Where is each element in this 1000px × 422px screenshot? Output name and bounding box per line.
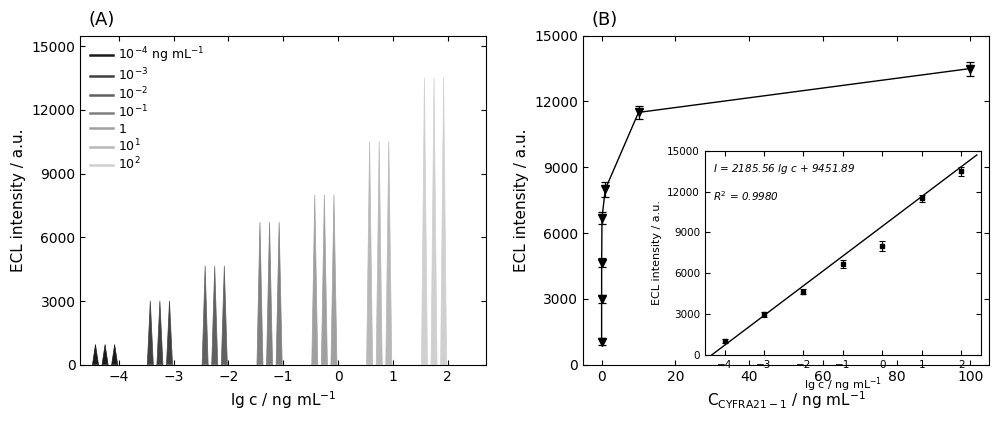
Polygon shape (386, 142, 392, 365)
Polygon shape (157, 301, 163, 365)
Text: (B): (B) (591, 11, 618, 29)
Polygon shape (202, 266, 208, 365)
Polygon shape (257, 222, 263, 365)
Polygon shape (92, 345, 98, 365)
Legend: $10^{-4}$ ng mL$^{-1}$, $10^{-3}$, $10^{-2}$, $10^{-1}$, $1$, $10^{1}$, $10^{2}$: $10^{-4}$ ng mL$^{-1}$, $10^{-3}$, $10^{… (87, 42, 208, 176)
Polygon shape (147, 301, 153, 365)
Y-axis label: ECL intensity / a.u.: ECL intensity / a.u. (514, 128, 529, 272)
Polygon shape (331, 195, 337, 365)
Polygon shape (267, 222, 273, 365)
Polygon shape (431, 78, 437, 365)
Polygon shape (421, 78, 427, 365)
Polygon shape (166, 301, 173, 365)
Polygon shape (441, 78, 447, 365)
Polygon shape (221, 266, 227, 365)
Polygon shape (376, 142, 382, 365)
Polygon shape (212, 266, 218, 365)
Polygon shape (112, 345, 118, 365)
X-axis label: C$_{\mathregular{CYFRA21-1}}$ / ng mL$^{-1}$: C$_{\mathregular{CYFRA21-1}}$ / ng mL$^{… (707, 389, 865, 411)
Polygon shape (276, 222, 282, 365)
Text: (A): (A) (89, 11, 115, 29)
Polygon shape (312, 195, 318, 365)
Polygon shape (367, 142, 373, 365)
Polygon shape (102, 345, 108, 365)
X-axis label: lg c / ng mL$^{-1}$: lg c / ng mL$^{-1}$ (230, 389, 336, 411)
Y-axis label: ECL intensity / a.u.: ECL intensity / a.u. (11, 128, 26, 272)
Polygon shape (321, 195, 327, 365)
